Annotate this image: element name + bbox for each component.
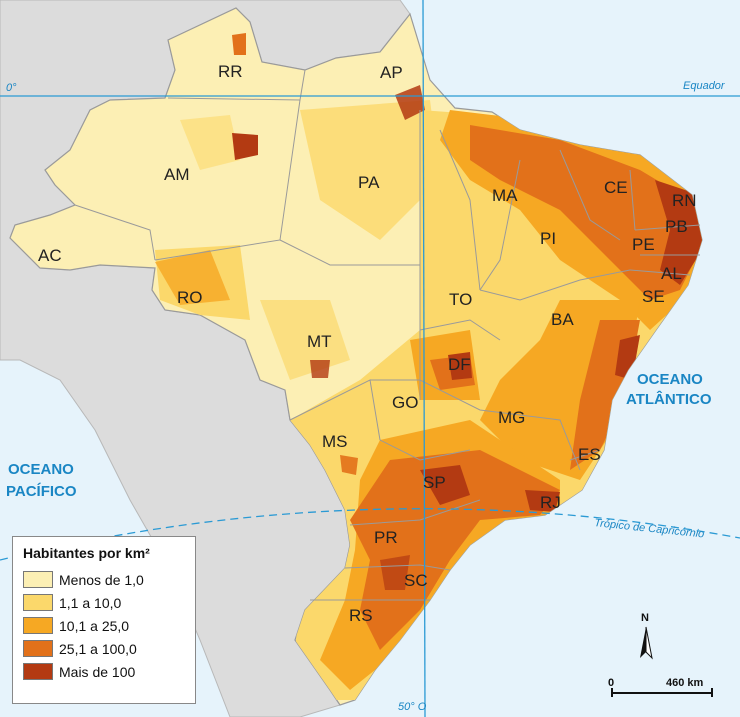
state-sc: SC (404, 571, 428, 590)
legend-label: Menos de 1,0 (59, 571, 144, 588)
state-se: SE (642, 287, 665, 306)
scale-start: 0 (608, 677, 614, 689)
state-ac: AC (38, 246, 62, 265)
legend: Habitantes por km² Menos de 1,0 1,1 a 10… (12, 536, 196, 704)
state-rn: RN (672, 191, 697, 210)
state-rs: RS (349, 606, 373, 625)
legend-label: 25,1 a 100,0 (59, 640, 137, 657)
legend-swatch (23, 594, 53, 611)
legend-label: 10,1 a 25,0 (59, 617, 130, 634)
state-ms: MS (322, 432, 348, 451)
state-am: AM (164, 165, 190, 184)
legend-item: Menos de 1,0 (23, 568, 185, 591)
state-ma: MA (492, 186, 518, 205)
meridian-line (422, 0, 426, 717)
legend-title: Habitantes por km² (23, 545, 150, 561)
legend-swatch (23, 617, 53, 634)
state-pb: PB (665, 217, 688, 236)
state-df: DF (448, 355, 471, 374)
equator-label: Equador (683, 80, 726, 92)
legend-swatch (23, 571, 53, 588)
atlantic-label-1: OCEANO (637, 371, 703, 388)
legend-label: Mais de 100 (59, 663, 136, 680)
atlantic-label-2: ATLÂNTICO (626, 390, 712, 408)
legend-label: 1,1 a 10,0 (59, 594, 122, 611)
state-rr: RR (218, 62, 243, 81)
state-ro: RO (177, 288, 203, 307)
state-pi: PI (540, 229, 556, 248)
equator-degree-label: 0° (6, 82, 17, 94)
legend-swatch (23, 663, 53, 680)
legend-item: 25,1 a 100,0 (23, 637, 185, 660)
state-ap: AP (380, 63, 403, 82)
state-labels: RR AP AM PA MA CE RN PB PE AL SE PI AC R… (38, 62, 697, 625)
scale-end: 460 km (666, 677, 704, 689)
legend-item: 1,1 a 10,0 (23, 591, 185, 614)
state-go: GO (392, 393, 418, 412)
state-pe: PE (632, 235, 655, 254)
north-label: N (641, 612, 649, 624)
state-borders (74, 69, 701, 601)
state-sp: SP (423, 473, 446, 492)
state-es: ES (578, 445, 601, 464)
state-pr: PR (374, 528, 398, 547)
pacific-label-1: OCEANO (8, 461, 74, 478)
state-mg: MG (498, 408, 525, 427)
legend-swatch (23, 640, 53, 657)
state-ce: CE (604, 178, 628, 197)
state-pa: PA (358, 173, 380, 192)
state-mt: MT (307, 332, 332, 351)
meridian-label: 50° O (398, 701, 427, 713)
state-al: AL (661, 264, 682, 283)
north-arrow-icon: N (640, 612, 653, 660)
scale-bar: 0 460 km (608, 677, 713, 697)
legend-item: Mais de 100 (23, 660, 185, 683)
state-rj: RJ (540, 493, 561, 512)
state-ba: BA (551, 310, 574, 329)
pacific-label-2: PACÍFICO (6, 483, 77, 500)
legend-item: 10,1 a 25,0 (23, 614, 185, 637)
state-to: TO (449, 290, 472, 309)
